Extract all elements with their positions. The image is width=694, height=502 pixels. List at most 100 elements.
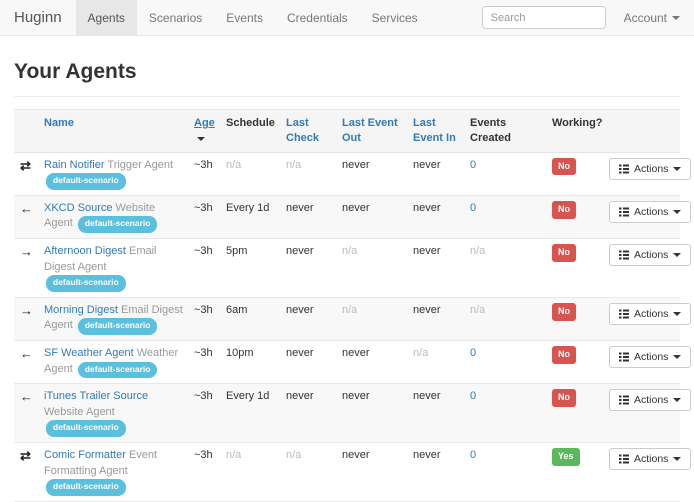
events-created-cell: n/a <box>466 296 548 341</box>
working-badge: No <box>552 200 576 219</box>
actions-button[interactable]: Actions <box>609 157 692 180</box>
last-event-out-cell: never <box>338 442 409 502</box>
name-cell: iTunes Trailer Source Website Agent defa… <box>40 383 190 443</box>
column-header-label: Name <box>44 117 74 129</box>
list-icon <box>619 352 629 362</box>
actions-cell: Actions <box>605 340 692 384</box>
agent-type-label: Weather Agent <box>44 347 179 375</box>
last-event-out-cell: n/a <box>338 296 409 341</box>
scenario-badge[interactable]: default-scenario <box>77 318 158 336</box>
table-row: ← iTunes Trailer Source Website Agent de… <box>14 383 692 443</box>
table-row: ← SF Weather Agent Weather Agent default… <box>14 340 692 384</box>
direction-cell: ← <box>14 383 40 443</box>
chevron-down-icon <box>672 15 680 20</box>
table-row: → Morning Digest Email Digest Agent defa… <box>14 296 692 341</box>
last-event-out-cell: never <box>338 340 409 384</box>
last-event-out-cell: never <box>338 383 409 443</box>
last-event-in-cell: never <box>409 238 466 298</box>
agent-name-link[interactable]: iTunes Trailer Source <box>44 390 149 403</box>
actions-button-label: Actions <box>634 307 669 320</box>
account-menu[interactable]: Account <box>624 11 680 25</box>
last-event-in-cell: never <box>413 158 441 171</box>
arrow-left-icon: ← <box>20 389 33 405</box>
events-created-link[interactable]: 0 <box>470 158 477 171</box>
age-cell: ~3h <box>194 158 213 171</box>
scenario-badge[interactable]: default-scenario <box>77 216 158 234</box>
table-header: Name Age Schedule Last Check Last Event Out L… <box>14 109 680 153</box>
navbar-right: Account <box>481 0 694 35</box>
working-badge: No <box>552 389 576 408</box>
actions-button-label: Actions <box>634 394 669 407</box>
events-created-link: n/a <box>470 245 486 258</box>
actions-cell: Actions <box>605 238 692 298</box>
brand-link[interactable]: Huginn <box>14 9 62 26</box>
last-check-cell: n/a <box>282 442 338 502</box>
working-badge: No <box>552 157 576 176</box>
scenario-badge[interactable]: default-scenario <box>77 361 158 379</box>
last-event-out-cell: never <box>342 158 370 171</box>
actions-button[interactable]: Actions <box>609 302 692 325</box>
nav-item-events[interactable]: Events <box>226 11 263 25</box>
chevron-down-icon <box>673 209 682 214</box>
nav-item-credentials[interactable]: Credentials <box>286 11 348 25</box>
nav-item-services[interactable]: Services <box>371 11 418 25</box>
agent-name-link[interactable]: Morning Digest <box>44 303 118 316</box>
actions-button[interactable]: Actions <box>609 346 692 369</box>
chevron-down-icon <box>673 355 682 360</box>
actions-button[interactable]: Actions <box>609 389 692 412</box>
events-created-cell: n/a <box>466 238 548 298</box>
agent-name-link[interactable]: Afternoon Digest <box>44 245 126 258</box>
sort-caret-icon <box>197 136 205 141</box>
events-created-cell: 0 <box>466 383 548 443</box>
actions-button[interactable]: Actions <box>609 448 692 471</box>
chevron-down-icon <box>673 253 682 258</box>
scenario-badge[interactable]: default-scenario <box>46 478 126 496</box>
scenario-badge[interactable]: default-scenario <box>46 275 126 292</box>
direction-cell: ← <box>14 194 40 239</box>
actions-cell: Actions <box>605 194 692 239</box>
events-created-link[interactable]: 0 <box>470 347 477 360</box>
working-badge: No <box>552 346 576 364</box>
column-header-label: Events Created <box>470 117 511 144</box>
agent-name-link[interactable]: SF Weather Agent <box>44 347 134 360</box>
actions-cell: Actions <box>605 152 692 195</box>
events-created-link[interactable]: 0 <box>470 449 477 462</box>
nav-item-scenarios[interactable]: Scenarios <box>148 11 203 25</box>
agent-type-label: Email Digest Agent <box>44 303 183 332</box>
agent-name-link[interactable]: Rain Notifier <box>44 158 105 171</box>
arrow-left-icon: ← <box>20 346 33 362</box>
chevron-down-icon <box>673 311 682 316</box>
events-created-link: n/a <box>470 303 486 316</box>
schedule-cell: n/a <box>222 442 282 502</box>
table-header-row: Name Age Schedule Last Check Last Event Out L… <box>14 109 680 153</box>
age-cell: ~3h <box>190 340 222 384</box>
actions-button[interactable]: Actions <box>609 244 692 267</box>
direction-cell: → <box>14 238 40 298</box>
last-check-cell: n/a <box>286 158 302 171</box>
arrow-left-icon: ← <box>20 200 33 216</box>
account-label: Account <box>623 10 667 25</box>
nav-items: Agents Scenarios Events Credentials Services <box>75 0 430 35</box>
search-input[interactable] <box>481 6 606 29</box>
last-event-out-cell: never <box>338 194 409 239</box>
last-event-in-cell: never <box>409 296 466 341</box>
scenario-badge[interactable]: default-scenario <box>46 420 126 438</box>
nav-item-agents[interactable]: Agents <box>75 0 137 35</box>
working-cell: No <box>548 194 605 239</box>
working-cell: No <box>548 340 605 384</box>
table-row: → Afternoon Digest Email Digest Agent de… <box>14 238 692 298</box>
table-row: ← XKCD Source Website Agent default-scen… <box>14 194 692 239</box>
arrow-right-icon: → <box>20 302 33 318</box>
column-header-label: Last Check <box>286 117 320 144</box>
events-created-link[interactable]: 0 <box>470 390 477 403</box>
scenario-badge[interactable]: default-scenario <box>46 173 126 190</box>
agent-type-label: Trigger Agent <box>107 158 174 171</box>
agent-name-link[interactable]: Comic Formatter <box>44 449 126 462</box>
schedule-cell: Every 1d <box>222 194 282 239</box>
agent-name-link[interactable]: XKCD Source <box>44 201 113 214</box>
schedule-cell: n/a <box>226 158 242 171</box>
page-title: Your Agents <box>14 60 137 83</box>
actions-cell: Actions <box>605 442 692 502</box>
actions-button[interactable]: Actions <box>609 200 692 223</box>
events-created-link[interactable]: 0 <box>470 201 477 214</box>
